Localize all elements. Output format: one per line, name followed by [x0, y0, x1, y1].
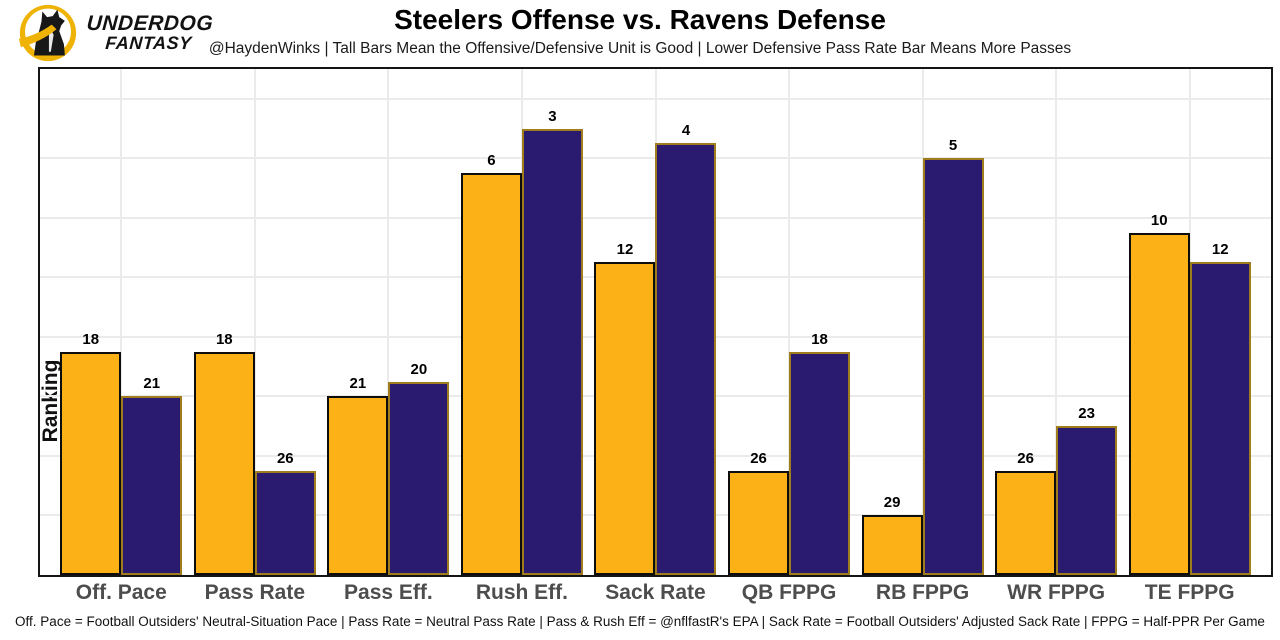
offense-bar	[193, 351, 255, 575]
chart-subtitle: @HaydenWinks | Tall Bars Mean the Offens…	[208, 40, 1072, 57]
v-gridline	[120, 69, 123, 575]
defense-bar	[1189, 262, 1251, 575]
x-axis-label: QB FPPG	[741, 581, 837, 604]
bar-value-label: 5	[948, 137, 958, 155]
defense-bar	[922, 158, 984, 575]
bar-group-pass-rate: 18 26	[188, 69, 322, 575]
bar-value-label: 26	[750, 449, 767, 467]
bar-value-label: 18	[82, 330, 100, 348]
chart-title: Steelers Offense vs. Ravens Defense	[394, 4, 886, 35]
x-axis-label: Rush Eff.	[475, 581, 569, 604]
bar-group-off-pace: 18 21	[55, 69, 189, 575]
bar-group-sack-rate: 12 4	[589, 69, 723, 575]
bar-value-label: 6	[487, 152, 496, 170]
bar-group-wr-fppg: 26 23	[989, 69, 1123, 575]
v-gridline	[387, 69, 390, 575]
bar-value-label: 18	[811, 330, 828, 348]
bar-group-te-fppg: 10 12	[1123, 69, 1257, 575]
offense-bar	[1128, 232, 1190, 575]
underdog-dog-icon	[18, 4, 77, 62]
bar-value-label: 12	[616, 241, 634, 259]
defense-bar	[521, 128, 583, 575]
offense-bar	[728, 470, 790, 575]
bar-value-label: 12	[1211, 241, 1229, 259]
bar-group-pass-eff: 21 20	[322, 69, 456, 575]
bar-group-rb-fppg: 29 5	[856, 69, 990, 575]
defense-bar	[254, 470, 316, 575]
offense-bar	[327, 396, 389, 575]
x-axis-label: RB FPPG	[875, 581, 970, 604]
bar-value-label: 18	[215, 330, 233, 348]
x-axis-label: Pass Eff.	[344, 581, 433, 604]
offense-bar	[460, 173, 522, 575]
bar-value-label: 3	[548, 107, 557, 125]
v-gridline	[253, 69, 256, 575]
offense-bar	[594, 262, 656, 575]
defense-bar	[121, 396, 183, 575]
bar-value-label: 10	[1150, 211, 1168, 229]
bar-value-label: 21	[349, 375, 367, 393]
defense-bar	[655, 143, 717, 575]
bar-value-label: 4	[681, 122, 691, 140]
offense-bar	[861, 515, 923, 575]
bar-value-label: 20	[410, 360, 428, 378]
x-axis-label: Sack Rate	[605, 581, 706, 604]
bar-group-qb-fppg: 26 18	[722, 69, 856, 575]
x-axis-labels: Off. Pace Pass Rate Pass Eff. Rush Eff. Sack…	[38, 581, 1273, 609]
x-axis-label: TE FPPG	[1144, 581, 1235, 604]
offense-bar	[60, 351, 122, 575]
bar-value-label: 26	[1017, 449, 1034, 467]
plot-area: Ranking 18 21 18 26 21 20 6 3 12 4 26 18 29 5 26 23 10 12	[38, 67, 1273, 577]
x-axis-label: Off. Pace	[75, 581, 167, 604]
bar-value-label: 23	[1078, 405, 1095, 423]
defense-bar	[1056, 426, 1118, 575]
bar-value-label: 21	[143, 375, 161, 393]
bar-value-label: 26	[276, 449, 294, 467]
x-axis-label: Pass Rate	[204, 581, 306, 604]
underdog-fantasy-logo: UNDERDOG FANTASY	[18, 2, 233, 64]
offense-bar	[995, 470, 1057, 575]
v-gridline	[1055, 69, 1058, 575]
x-axis-label: WR FPPG	[1007, 581, 1106, 604]
bar-value-label: 29	[883, 494, 901, 512]
defense-bar	[388, 381, 450, 575]
defense-bar	[789, 351, 851, 575]
footnote: Off. Pace = Football Outsiders' Neutral-…	[15, 614, 1265, 629]
v-gridline	[788, 69, 791, 575]
